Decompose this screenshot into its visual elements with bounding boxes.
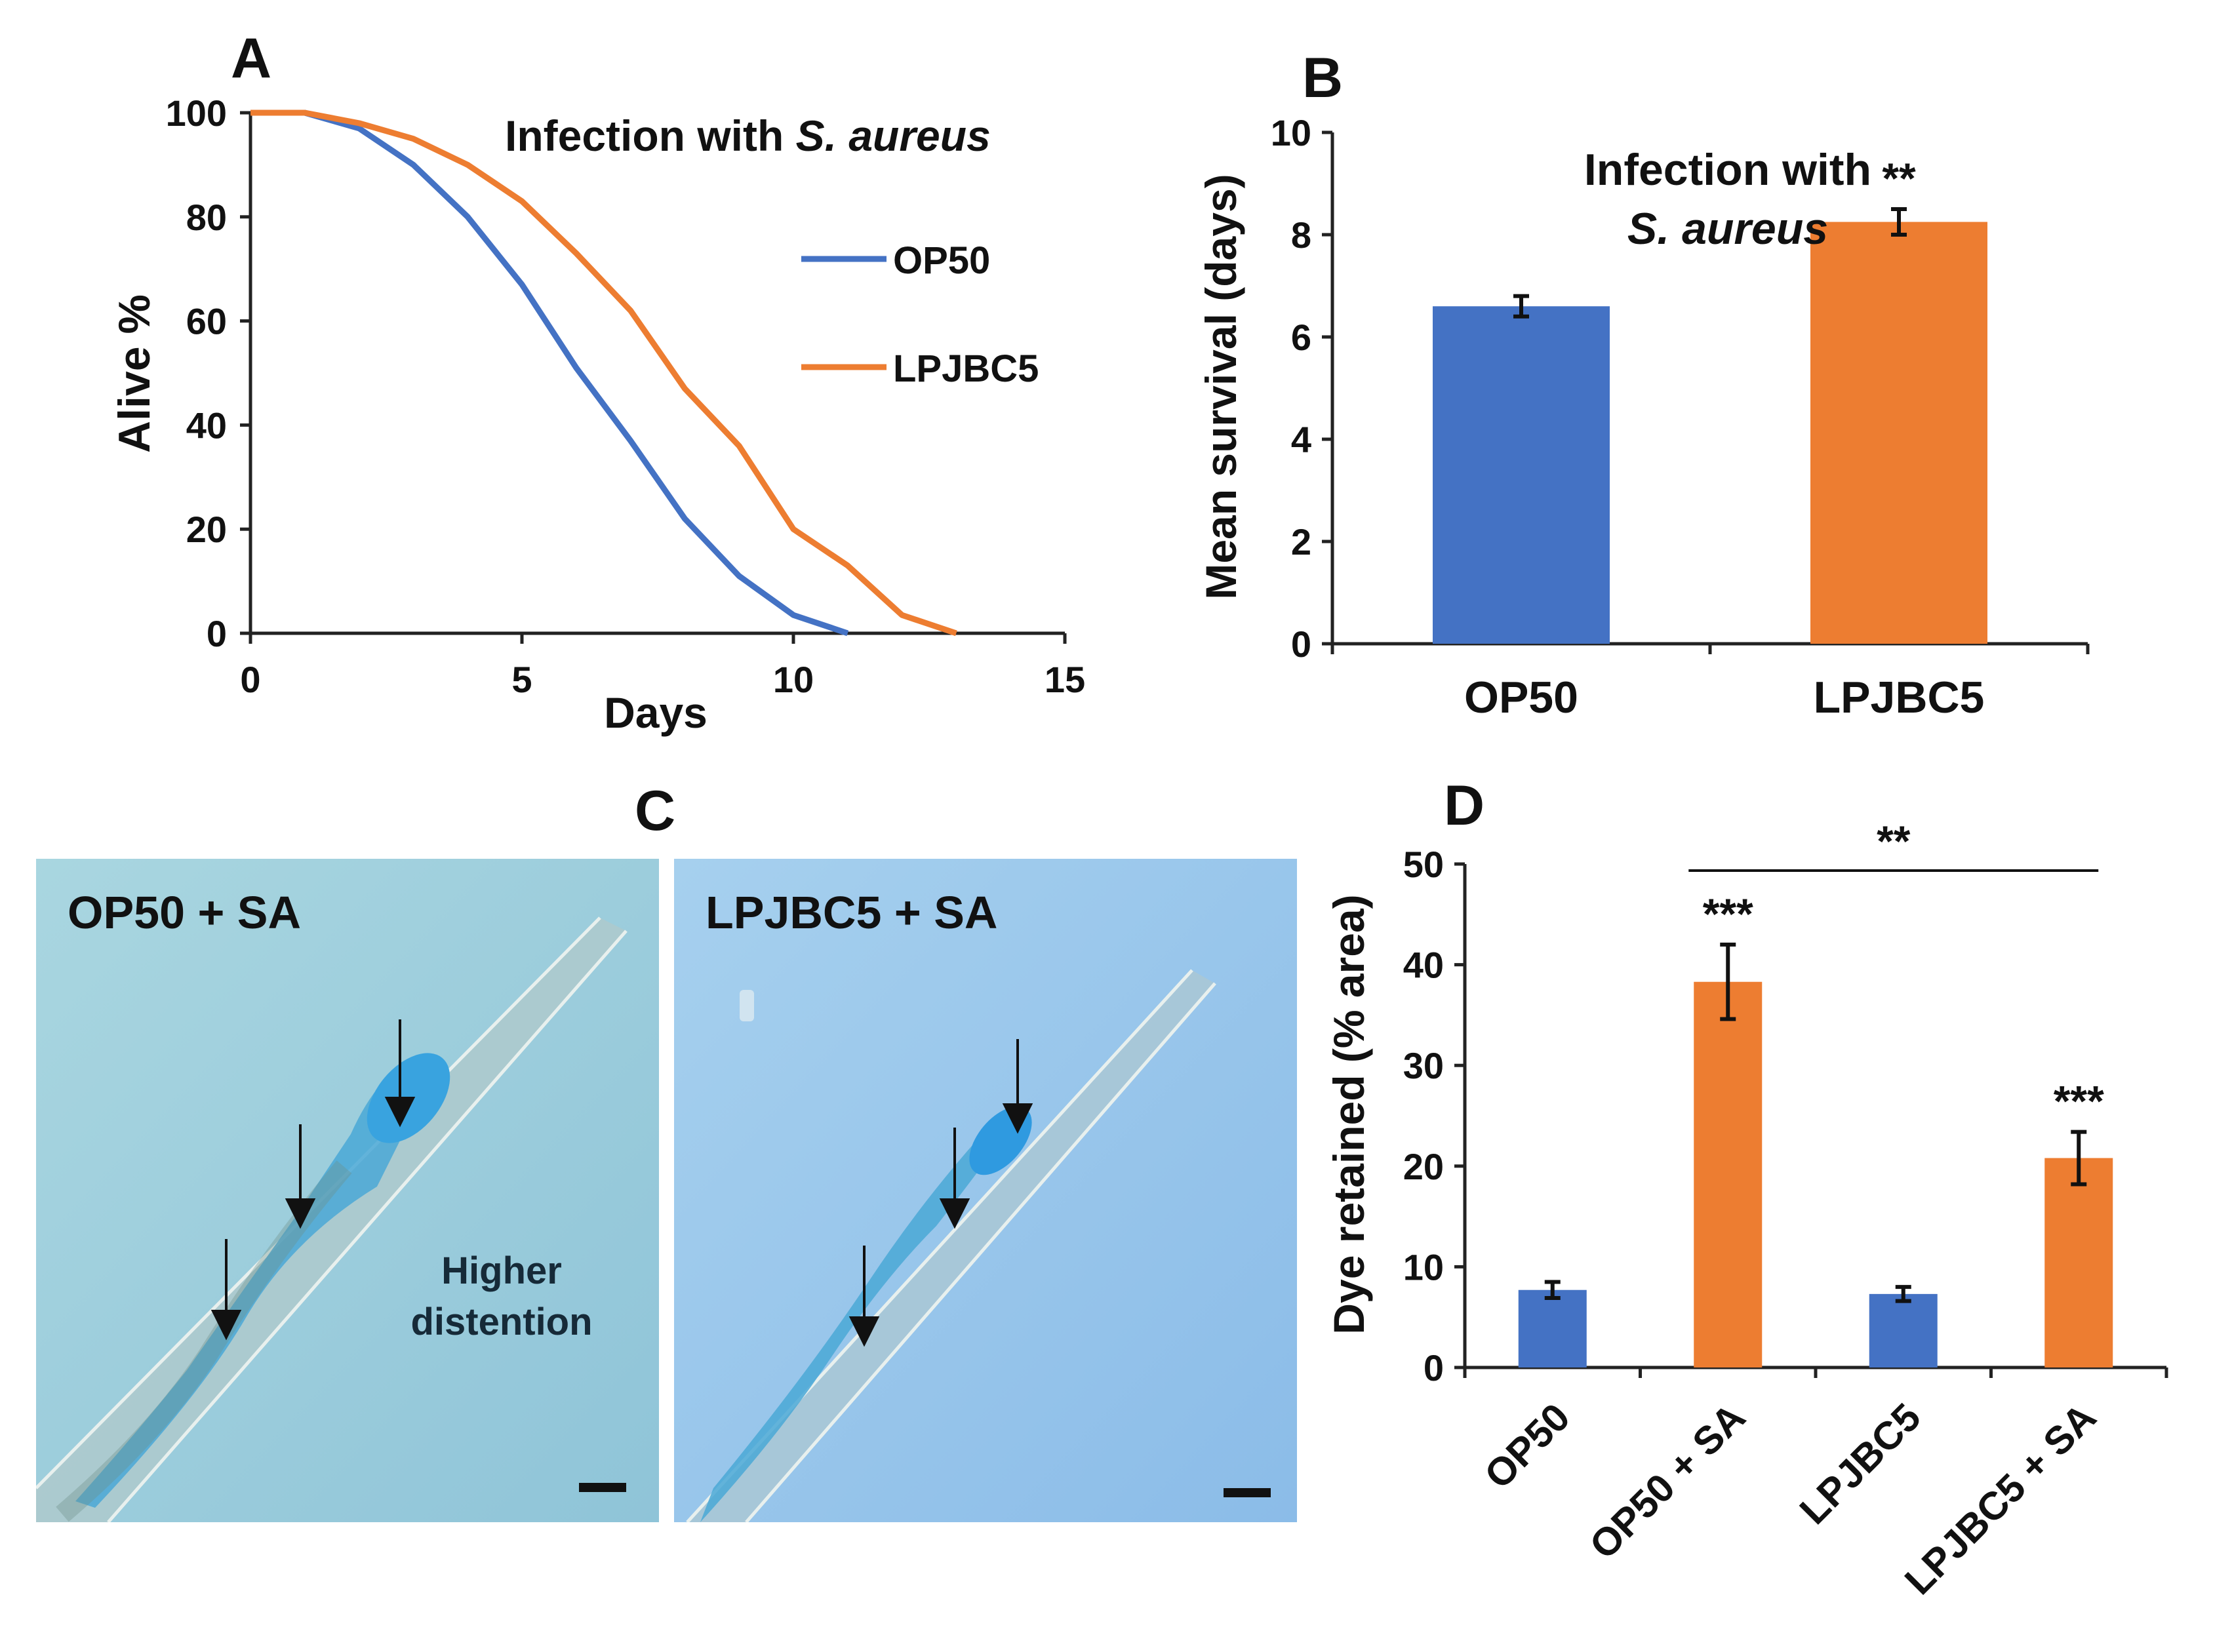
micrograph-label-op50-sa: OP50 + SA [68,887,302,938]
x-tick-label: LPJBC5 [1814,673,1985,722]
x-tick-label: LPJBC5 [1791,1395,1929,1533]
panel-label-c: C [635,779,676,842]
bracket-significance-marker: ** [1877,817,1911,865]
y-tick-label: 40 [1403,945,1444,986]
bar-lpjbc5 [1810,222,1987,644]
significance-marker: *** [2054,1077,2104,1126]
micrograph-lpjbc5-sa: LPJBC5 + SA [674,859,1297,1522]
x-tick-label: 10 [773,659,814,700]
y-axis-label: Alive % [110,294,159,453]
arrow-icons [848,1039,1033,1347]
x-tick-label: OP50 [1464,673,1578,722]
x-tick-label: OP50 [1476,1395,1578,1497]
y-tick-label: 2 [1291,521,1311,562]
scale-bar [579,1483,626,1492]
chart-title-line1: Infection with [1584,145,1871,195]
y-tick-label: 0 [1291,623,1311,665]
x-tick-label: 5 [511,659,532,700]
y-tick-label: 4 [1291,419,1311,460]
distention-note-line2: distention [410,1301,593,1343]
y-tick-label: 80 [186,197,227,238]
y-tick-label: 8 [1291,214,1311,256]
distention-note: Higher distention [390,1246,613,1348]
scale-bar [1224,1488,1271,1497]
x-tick-label: 0 [240,659,260,700]
panel-label-d: D [1444,774,1485,837]
x-tick-label: OP50 + SA [1581,1395,1753,1567]
micrograph-label-lpjbc5-sa: LPJBC5 + SA [706,887,998,938]
y-tick-label: 40 [186,404,227,446]
bar-lpjbc5 [1869,1293,1938,1367]
y-tick-label: 0 [207,613,227,654]
x-tick-label: 15 [1045,659,1085,700]
significance-marker: ** [1882,154,1916,203]
y-tick-label: 100 [166,92,227,134]
bar-lpjbc5-sa [2044,1158,2113,1367]
x-axis-label: Days [604,688,707,737]
mean-survival-bar-chart: 0 2 4 6 8 10 OP50 ** LPJBC5 Infection with S. aure… [1197,112,2090,722]
series-line-op50 [250,109,849,637]
legend-label: OP50 [893,239,990,282]
distention-note-line1: Higher [441,1249,562,1292]
y-tick-label: 60 [186,301,227,342]
y-tick-label: 0 [1424,1347,1444,1388]
y-tick-label: 10 [1403,1246,1444,1288]
y-axis-label: Mean survival (days) [1197,174,1245,599]
y-tick-label: 20 [186,509,227,550]
chart-title: Infection with S. aureus [505,111,991,160]
y-tick-label: 10 [1271,112,1311,153]
panel-label-a: A [231,27,272,90]
series-line-lpjbc5 [250,109,957,637]
y-tick-label: 6 [1291,317,1311,358]
arrow-icons [210,1019,416,1341]
significance-marker: *** [1703,890,1753,938]
bar-op50 [1433,306,1610,644]
micrograph-op50-sa: OP50 + SA Higher distention [36,859,659,1522]
y-tick-label: 50 [1403,844,1444,885]
y-tick-label: 30 [1403,1045,1444,1086]
legend-label: LPJBC5 [893,347,1039,390]
bar-op50 [1518,1289,1587,1367]
y-tick-label: 20 [1403,1146,1444,1187]
panel-label-b: B [1302,47,1344,109]
survival-line-chart: 0 20 40 60 80 100 0 5 10 15 Days Alive % Infection w… [110,92,1085,737]
bar-op50-sa [1694,981,1763,1367]
y-axis-label: Dye retained (% area) [1325,894,1373,1334]
chart-title-line2: S. aureus [1627,204,1828,254]
